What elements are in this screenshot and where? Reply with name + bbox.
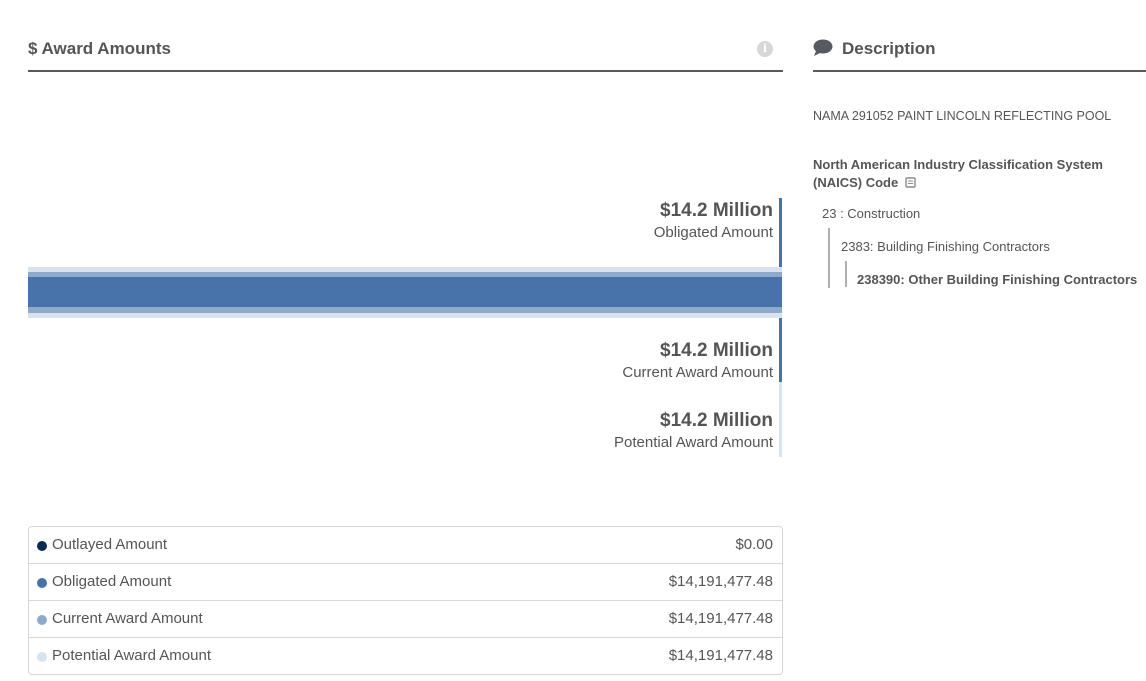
- comment-icon: [813, 39, 833, 56]
- obligated-dot-icon: [37, 578, 47, 588]
- naics-level-3: 238390: Other Building Finishing Contrac…: [857, 272, 1137, 287]
- description-divider: [813, 70, 1146, 72]
- naics-level-2: 2383: Building Finishing Contractors: [841, 239, 1050, 254]
- outlayed-dot-icon: [37, 541, 47, 551]
- legend-row-obligated: Obligated Amount $14,191,477.48: [29, 564, 782, 601]
- book-icon[interactable]: [905, 177, 917, 188]
- legend-label: Potential Award Amount: [52, 647, 211, 664]
- legend-row-potential: Potential Award Amount $14,191,477.48: [29, 638, 782, 675]
- naics-level-1: 23 : Construction: [822, 206, 921, 221]
- naics-heading-line-2: (NAICS) Code: [813, 174, 1133, 192]
- legend-row-outlayed: Outlayed Amount $0.00: [29, 527, 782, 564]
- obligated-amount-label: Obligated Amount: [653, 224, 773, 241]
- description-title: Description: [842, 39, 936, 58]
- legend-label: Obligated Amount: [52, 573, 172, 590]
- naics-tree-line-1: [828, 228, 830, 288]
- naics-heading-text: (NAICS) Code: [813, 175, 899, 190]
- current-amount-value: $14.2 Million: [660, 340, 773, 361]
- award-amounts-legend-table: Outlayed Amount $0.00 Obligated Amount $…: [28, 526, 783, 675]
- potential-amount-value: $14.2 Million: [660, 410, 773, 431]
- award-description-text: NAMA 291052 PAINT LINCOLN REFLECTING POO…: [813, 109, 1112, 123]
- legend-value: $0.00: [735, 536, 773, 553]
- legend-label: Current Award Amount: [52, 610, 203, 627]
- info-icon[interactable]: i: [757, 41, 773, 57]
- award-amounts-divider: [28, 70, 783, 72]
- obligated-amount-bar[interactable]: [28, 277, 782, 307]
- legend-value: $14,191,477.48: [668, 647, 773, 664]
- naics-level-3-code: 238390:: [857, 272, 905, 287]
- legend-value: $14,191,477.48: [668, 573, 773, 590]
- potential-marker-line: [779, 382, 782, 457]
- naics-heading-line: North American Industry Classification S…: [813, 157, 1103, 172]
- legend-value: $14,191,477.48: [668, 610, 773, 627]
- legend-row-current: Current Award Amount $14,191,477.48: [29, 601, 782, 638]
- naics-level-3-name: Other Building Finishing Contractors: [908, 272, 1138, 287]
- potential-amount-label: Potential Award Amount: [614, 434, 773, 451]
- current-amount-label: Current Award Amount: [622, 364, 773, 381]
- obligated-amount-value: $14.2 Million: [660, 200, 773, 221]
- legend-label: Outlayed Amount: [52, 536, 168, 553]
- current-dot-icon: [37, 615, 47, 625]
- potential-dot-icon: [37, 652, 47, 662]
- naics-heading: North American Industry Classification S…: [813, 156, 1133, 192]
- award-amounts-title: $ Award Amounts: [28, 39, 171, 58]
- naics-tree-line-2: [845, 261, 847, 287]
